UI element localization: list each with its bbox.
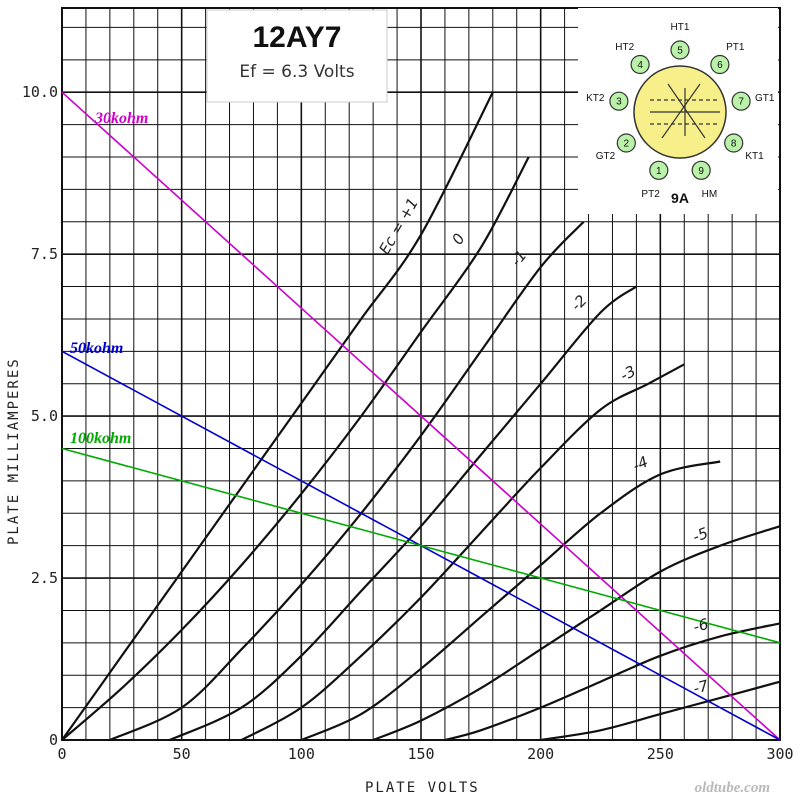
plate-curve-6	[444, 622, 781, 742]
load-line-label: 100kohm	[70, 430, 131, 447]
y-tick-label: 0	[49, 731, 58, 749]
load-line-label: 50kohm	[70, 340, 123, 357]
pin-number: 7	[738, 97, 744, 108]
title-box: 12AY7 Ef = 6.3 Volts	[206, 9, 388, 103]
x-axis-label: PLATE VOLTS	[365, 780, 480, 796]
curve-label: -6	[691, 615, 710, 636]
x-tick-label: 250	[647, 745, 674, 763]
x-tick-label: 0	[57, 745, 66, 763]
pin-name: GT1	[755, 93, 775, 104]
pin-name: PT2	[641, 189, 660, 200]
plate-curve-4	[300, 460, 721, 742]
tube-title: 12AY7	[253, 21, 342, 54]
plate-curve-2	[169, 285, 638, 742]
curve-label: -1	[507, 247, 530, 270]
y-tick-label: 2.5	[31, 569, 58, 587]
heater-voltage: Ef = 6.3 Volts	[239, 62, 354, 82]
pin-9	[691, 160, 711, 180]
y-tick-label: 10.0	[22, 83, 58, 101]
plate-curve-0	[61, 156, 530, 741]
pin-number: 1	[656, 166, 662, 177]
pin-number: 6	[717, 60, 723, 71]
watermark: oldtube.com	[695, 780, 770, 796]
curve-label: -7	[691, 676, 711, 697]
load-lines: 30kohm 50kohm 100kohm	[61, 91, 781, 741]
load-line-100kohm	[61, 447, 781, 644]
pin-name: KT1	[745, 151, 764, 162]
base-type-label: 9A	[671, 190, 689, 206]
plate-curve-5	[372, 525, 781, 742]
pin-8	[724, 133, 744, 153]
load-line-30kohm	[61, 91, 781, 741]
curve-labels: Ec = +1 0 -1 -2 -3 -4 -5 -6 -7	[375, 195, 710, 698]
x-tick-label: 100	[288, 745, 315, 763]
pin-6	[710, 54, 730, 75]
curve-label: -3	[617, 362, 639, 385]
curve-label: -5	[690, 524, 710, 546]
y-tick-label: 7.5	[31, 245, 58, 263]
pin-2	[616, 133, 636, 153]
x-tick-label: 150	[407, 745, 434, 763]
pin-1	[649, 160, 669, 180]
curve-label: -2	[567, 291, 590, 314]
x-tick-label: 300	[766, 745, 793, 763]
pin-number: 4	[637, 60, 643, 71]
pin-name: PT1	[726, 42, 745, 53]
plate-curve-7	[540, 680, 781, 742]
pin-number: 9	[698, 166, 704, 177]
plate-curve-ec1	[61, 91, 494, 741]
pin-number: 5	[677, 46, 683, 57]
x-tick-label: 200	[527, 745, 554, 763]
tick-labels: 0 50 100 150 200 250 300 0 2.5 5.0 7.5 10.0	[22, 83, 794, 763]
pin-number: 3	[616, 97, 622, 108]
pin-name: KT2	[586, 93, 605, 104]
pin-name: HM	[702, 189, 718, 200]
pin-name: HT1	[671, 22, 690, 33]
x-tick-label: 50	[173, 745, 191, 763]
tube-internal-electrodes	[650, 83, 720, 139]
curve-label: -4	[630, 453, 651, 475]
pin-name: HT2	[615, 42, 634, 53]
pin-name: GT2	[596, 151, 616, 162]
pin-number: 2	[624, 139, 630, 150]
plate-curves	[61, 91, 781, 742]
pin-5	[670, 40, 690, 60]
y-tick-label: 5.0	[31, 407, 58, 425]
pin-number: 8	[731, 139, 737, 150]
grid	[61, 7, 781, 741]
load-line-label: 30kohm	[94, 110, 148, 127]
title-box-frame	[206, 9, 388, 103]
y-axis-label: PLATE MILLIAMPERES	[6, 357, 22, 545]
curve-label: Ec = +1	[375, 195, 422, 258]
pin-4	[630, 54, 650, 75]
pin-7	[731, 91, 751, 111]
plate-curve-3	[240, 363, 685, 741]
curve-label: 0	[448, 230, 468, 248]
pin-3	[609, 91, 629, 111]
